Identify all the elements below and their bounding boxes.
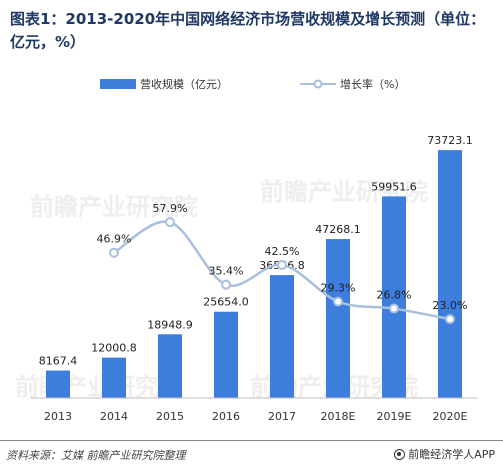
bar-labels: 8167.412000.818948.925654.036556.847268.… (39, 134, 473, 367)
bar (270, 275, 294, 398)
growth-value-label: 57.9% (153, 202, 188, 215)
legend-line-marker (313, 79, 323, 89)
watermark-text: 前瞻产业研究院 (30, 193, 198, 221)
legend: 营收规模（亿元） 增长率（%） (100, 77, 405, 91)
growth-value-label: 42.5% (265, 245, 300, 258)
x-tick-labels: 2013 2014 2015 2016 2017 2018E 2019E 2020E (44, 410, 468, 423)
growth-point (389, 303, 399, 314)
growth-value-label: 46.9% (97, 233, 132, 246)
x-tick-label: 2018E (321, 410, 356, 423)
x-tick-label: 2019E (377, 410, 412, 423)
bar (438, 150, 462, 398)
growth-value-label: 29.3% (321, 282, 356, 295)
x-tick-label: 2015 (156, 410, 184, 423)
x-tick-label: 2020E (433, 410, 468, 423)
bar (326, 239, 350, 398)
legend-bar-label: 营收规模（亿元） (140, 77, 228, 91)
bar (102, 357, 126, 398)
bar-value-label: 73723.1 (427, 134, 473, 147)
bar (382, 196, 406, 398)
brand-logo-icon (394, 448, 406, 460)
growth-line (109, 217, 455, 325)
bar-value-label: 12000.8 (91, 342, 137, 355)
growth-value-label: 35.4% (209, 265, 244, 278)
brand-label: 前瞻经济学人APP (408, 448, 495, 461)
bar (46, 370, 70, 398)
growth-point (333, 296, 343, 307)
bar-value-label: 59951.6 (371, 180, 417, 193)
bar-value-label: 8167.4 (39, 355, 78, 368)
footer-rule (0, 440, 503, 441)
legend-line-label: 增长率（%） (340, 77, 405, 91)
bar (158, 334, 182, 398)
x-tick-label: 2016 (212, 410, 240, 423)
bar-value-label: 47268.1 (315, 223, 361, 236)
bar-value-label: 25654.0 (203, 296, 249, 309)
bar (214, 311, 238, 398)
growth-value-label: 26.8% (377, 289, 412, 302)
brand: 前瞻经济学人APP (394, 446, 495, 462)
watermark-text: 前瞻产业研究院 (15, 373, 183, 401)
growth-point (277, 259, 287, 270)
source-note: 资料来源：艾媒 前瞻产业研究院整理 (6, 449, 186, 462)
growth-value-label: 23.0% (433, 299, 468, 312)
legend-bar-swatch (100, 79, 136, 89)
x-tick-label: 2014 (100, 410, 128, 423)
bar-value-label: 18948.9 (147, 318, 193, 331)
x-tick-label: 2017 (268, 410, 296, 423)
growth-labels: 46.9% 57.9% 35.4% 42.5% 29.3% 26.8% 23.0% (97, 202, 468, 312)
chart: 前瞻产业研究院前瞻产业研究院前瞻产业研究院前瞻产业研究院 营收规模（亿元）增长率… (15, 77, 478, 423)
bars (46, 150, 462, 398)
growth-point (165, 217, 175, 228)
growth-point (109, 247, 119, 258)
growth-point (221, 279, 231, 290)
chart-title: 图表1：2013-2020年中国网络经济市场营收规模及增长预测（单位：亿元，%） (10, 10, 486, 51)
x-tick-label: 2013 (44, 410, 72, 423)
growth-point (445, 314, 455, 325)
